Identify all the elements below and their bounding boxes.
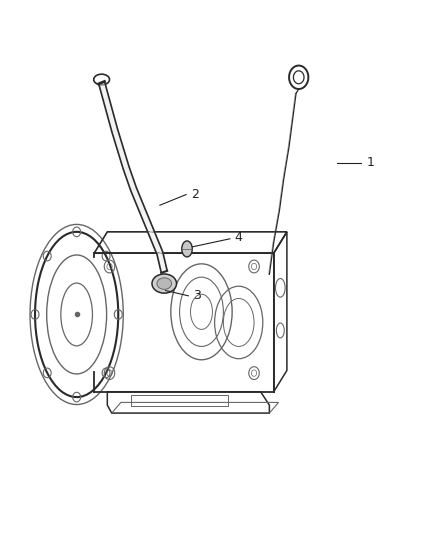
- Ellipse shape: [157, 278, 172, 289]
- Polygon shape: [157, 252, 167, 273]
- Polygon shape: [99, 82, 109, 100]
- Polygon shape: [117, 148, 129, 169]
- Polygon shape: [131, 188, 145, 212]
- Text: 3: 3: [193, 289, 201, 302]
- Polygon shape: [107, 114, 118, 132]
- Ellipse shape: [152, 274, 177, 293]
- Text: 4: 4: [235, 231, 243, 244]
- Polygon shape: [140, 209, 154, 233]
- Polygon shape: [112, 130, 124, 150]
- Text: 1: 1: [366, 156, 374, 169]
- Text: 2: 2: [191, 188, 199, 201]
- Polygon shape: [103, 98, 113, 116]
- Ellipse shape: [182, 241, 192, 257]
- Polygon shape: [148, 230, 162, 255]
- Polygon shape: [124, 166, 136, 191]
